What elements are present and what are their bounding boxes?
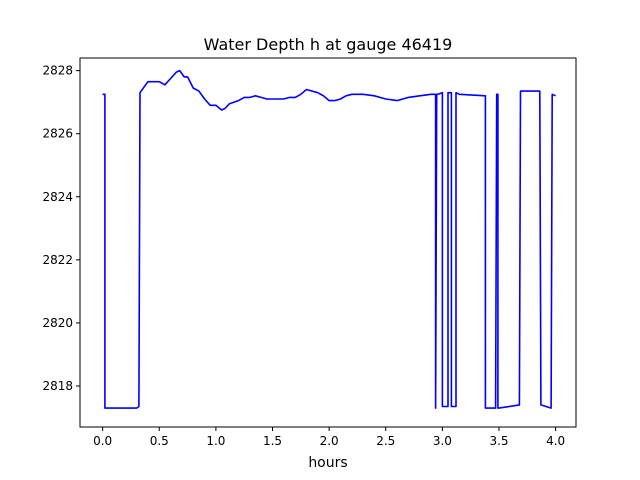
x-tick-label: 3.5: [489, 434, 508, 448]
x-tick-label: 2.0: [320, 434, 339, 448]
chart-title: Water Depth h at gauge 46419: [204, 35, 453, 54]
y-tick-label: 2826: [42, 127, 73, 141]
y-axis-ticks: 2818 2820 2822 2824 2826 2828: [42, 64, 80, 393]
y-tick-label: 2822: [42, 253, 73, 267]
x-axis-label: hours: [308, 455, 347, 471]
x-tick-label: 3.0: [433, 434, 452, 448]
y-tick-label: 2820: [42, 316, 73, 330]
x-tick-label: 0.5: [150, 434, 169, 448]
x-tick-label: 2.5: [376, 434, 395, 448]
x-tick-label: 1.0: [206, 434, 225, 448]
y-tick-label: 2818: [42, 379, 73, 393]
x-axis-ticks: 0.0 0.5 1.0 1.5 2.0 2.5 3.0 3.5 4.0: [93, 427, 565, 448]
series-line: [102, 69, 556, 409]
plot-frame: [79, 57, 577, 428]
y-tick-label: 2828: [42, 64, 73, 78]
x-tick-label: 0.0: [93, 434, 112, 448]
x-tick-label: 4.0: [546, 434, 565, 448]
x-tick-label: 1.5: [263, 434, 282, 448]
y-tick-label: 2824: [42, 190, 73, 204]
